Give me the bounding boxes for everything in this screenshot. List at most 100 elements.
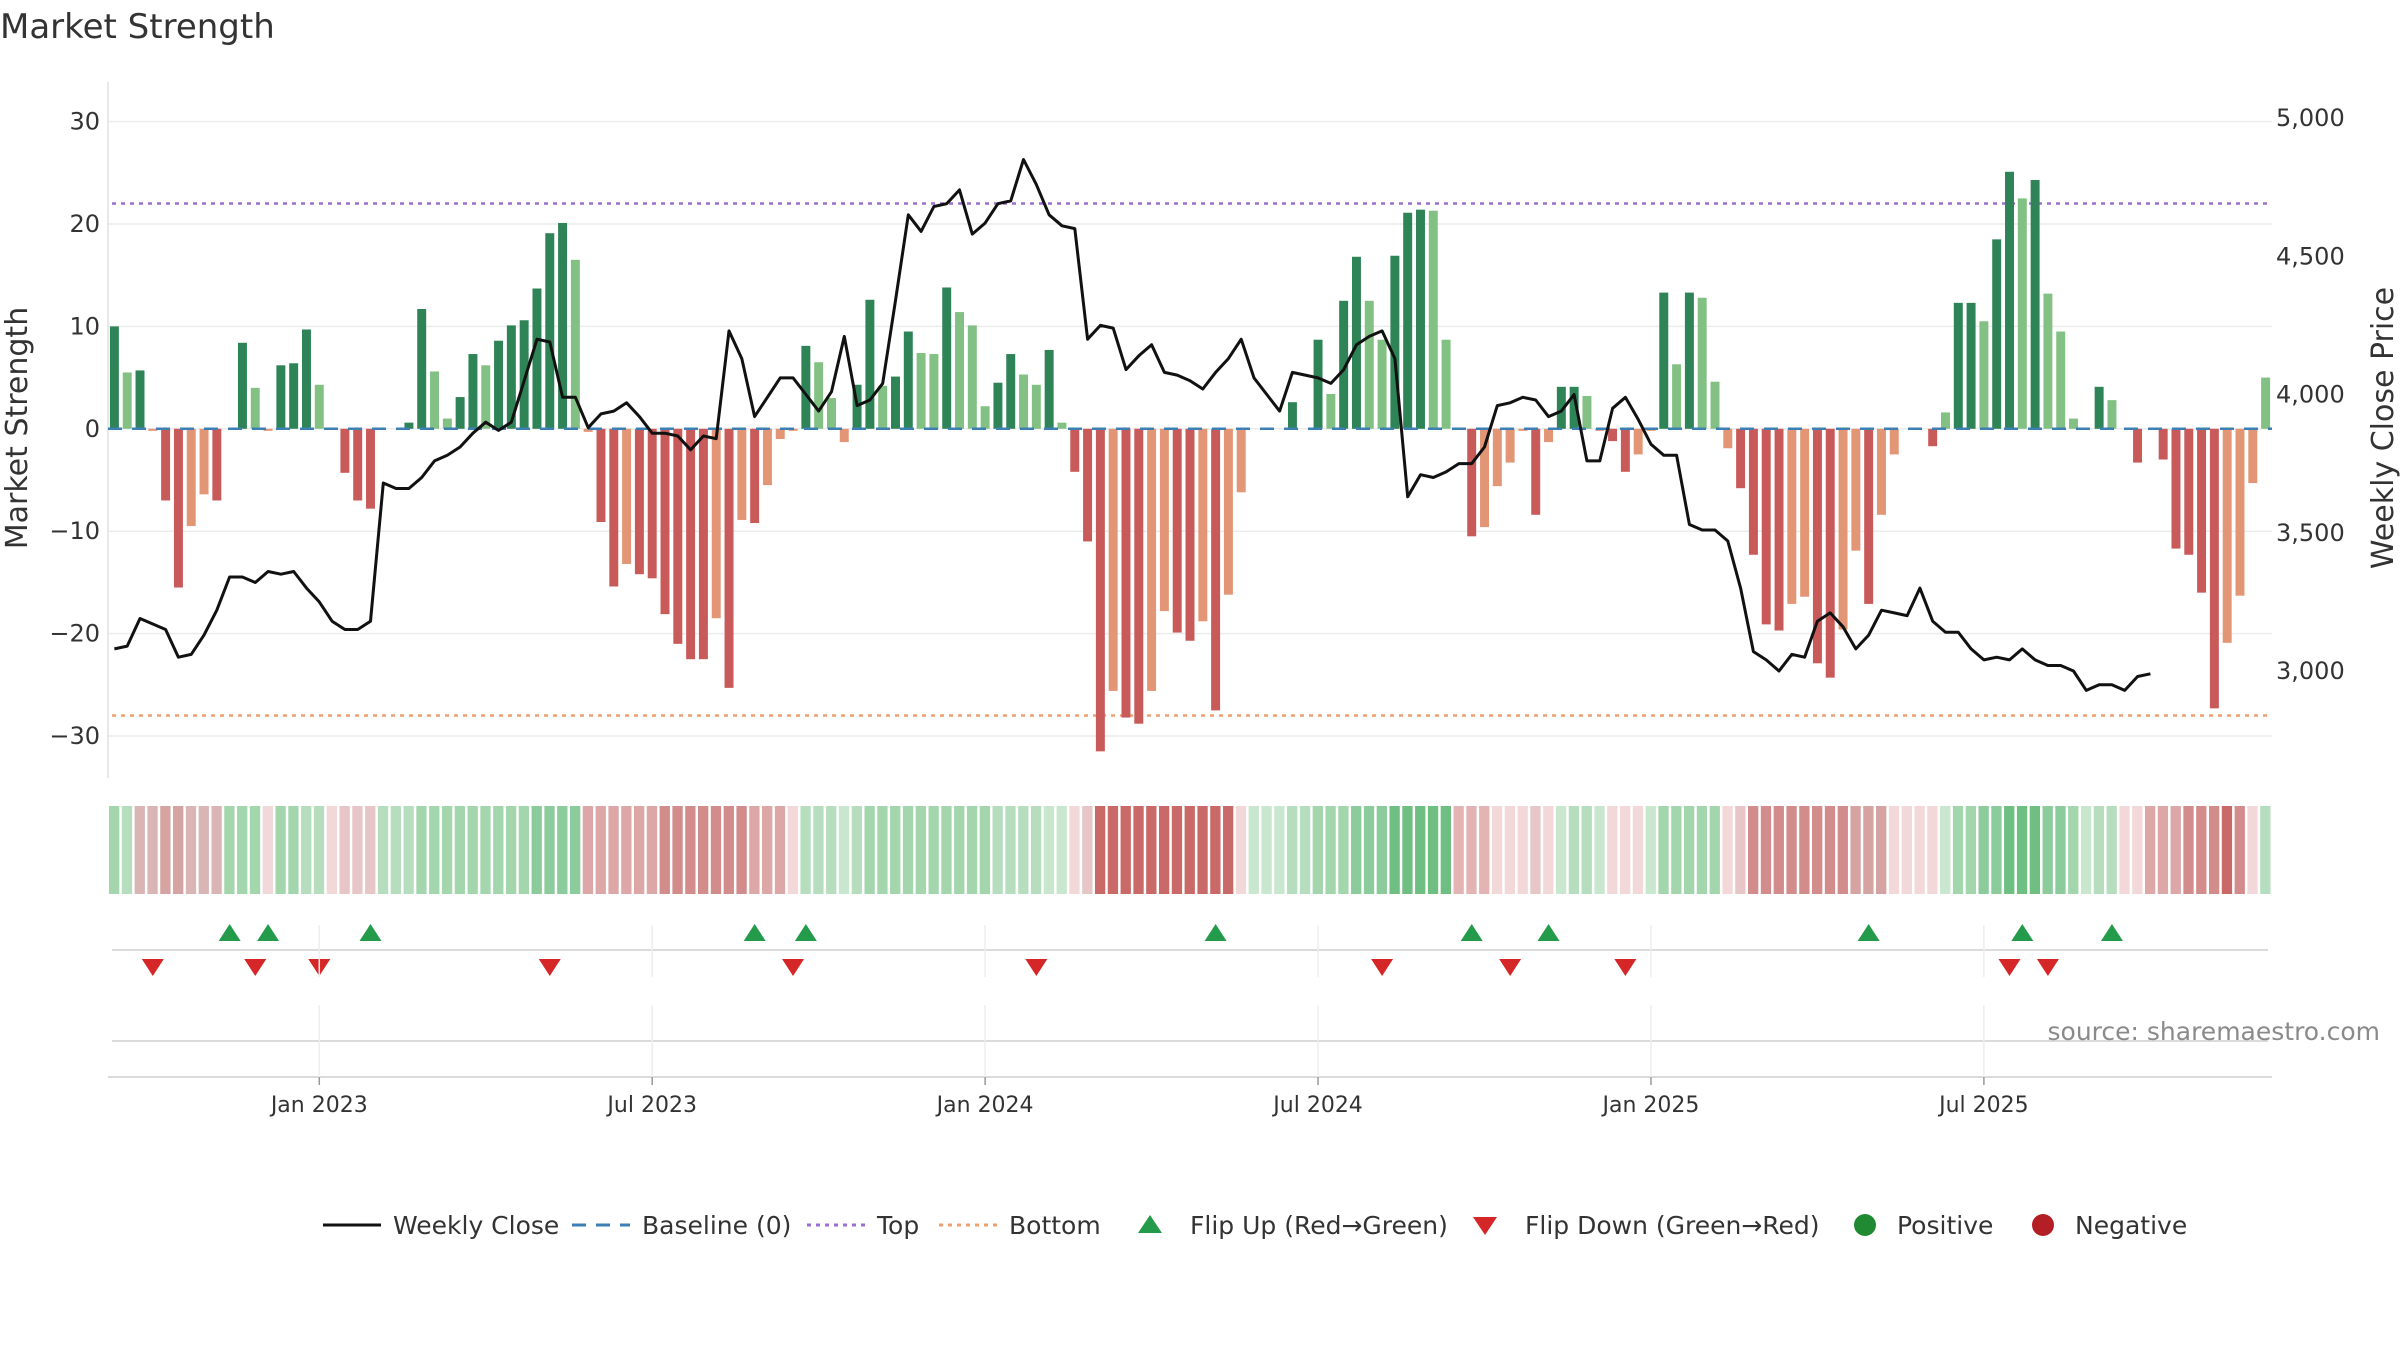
strength-bar (2235, 428, 2245, 596)
band-cell (1991, 806, 2002, 894)
weekly-close-line (114, 158, 2151, 692)
strength-bar (494, 340, 504, 429)
strength-bar (199, 428, 209, 495)
strength-bar (1198, 428, 1208, 622)
strength-bar (1441, 339, 1451, 429)
band-cell (1415, 806, 1426, 894)
band-cell (774, 806, 786, 894)
band-cell (762, 806, 773, 894)
strength-bar (1236, 428, 1246, 493)
band-cell (493, 806, 504, 894)
strength-bar (1723, 428, 1733, 449)
band-cell (1927, 806, 1938, 894)
strength-bar (1569, 386, 1579, 429)
band-cell (557, 806, 568, 894)
flip-up-marker (257, 924, 280, 941)
flip-down-marker (1371, 959, 1394, 976)
strength-bar (1095, 428, 1105, 752)
band-cell (1210, 806, 1221, 894)
bottom-panel (108, 1040, 2272, 1078)
strength-bar (2069, 418, 2079, 429)
strength-bar (212, 428, 222, 501)
strength-bar (2133, 428, 2143, 463)
legend-swatch (1473, 1217, 1497, 1235)
strength-bar (967, 325, 977, 429)
strength-bar (1377, 339, 1387, 429)
band-cell (787, 806, 798, 894)
x-tick-label: Jul 2023 (605, 1093, 697, 1118)
strength-bar (417, 308, 427, 429)
right-axis-title: Weekly Close Price (2366, 287, 2400, 569)
strength-bar (1864, 428, 1874, 604)
strength-bar (1428, 210, 1438, 429)
band-cell (2029, 806, 2041, 894)
x-tick-label: Jan 2025 (1601, 1093, 1700, 1118)
strength-bar (942, 287, 952, 429)
band-cell (813, 806, 824, 894)
strength-bar (583, 428, 593, 432)
band-cell (121, 806, 133, 894)
band-cell (1274, 806, 1285, 894)
strength-bar (2171, 428, 2181, 549)
flip-down-marker (1614, 959, 1637, 976)
strength-bar (161, 428, 171, 501)
band-cell (621, 806, 632, 894)
strength-bar (1403, 212, 1413, 429)
legend-label: Flip Up (Red→Green) (1190, 1211, 1448, 1240)
band-cell (2208, 806, 2220, 894)
legend-item: Flip Up (Red→Green) (1138, 1211, 1448, 1240)
strength-bar (1544, 428, 1554, 443)
strength-bar (353, 428, 363, 501)
legend-item: Top (807, 1211, 919, 1240)
flip-down-marker (1025, 959, 1048, 976)
band-cell (646, 806, 658, 894)
flip-up-marker (1204, 924, 1227, 941)
band-cell (1312, 806, 1323, 894)
band-cell (1978, 806, 1989, 894)
strength-bar (1710, 381, 1720, 429)
band-cell (237, 806, 248, 894)
strength-bar (686, 428, 696, 660)
band-cell (1466, 806, 1477, 894)
band-cell (390, 806, 402, 894)
strength-bar (2043, 293, 2053, 429)
band-cell (1876, 806, 1887, 894)
band-cell (109, 806, 120, 894)
strength-bar (814, 362, 824, 429)
strength-bar (558, 222, 568, 429)
strength-bar (1736, 428, 1746, 489)
strength-bar (1147, 428, 1157, 691)
strength-bar (404, 422, 414, 429)
band-cell (326, 806, 337, 894)
right-tick-label: 3,500 (2276, 519, 2345, 547)
band-cell (1645, 806, 1656, 894)
legend: Weekly Close Baseline (0) Top Bottom Flip Up… (323, 1211, 2187, 1240)
band-cell (2144, 806, 2156, 894)
strength-bar (826, 398, 836, 429)
legend-item: Bottom (939, 1211, 1101, 1240)
reference-lines (112, 202, 2272, 717)
strength-bar (186, 428, 196, 527)
band-cell (966, 806, 978, 894)
flip-down-marker (2036, 959, 2059, 976)
band-cell (1594, 806, 1605, 894)
weekly-close-polyline (114, 158, 2151, 692)
band-cell (838, 806, 850, 894)
strength-bar (455, 397, 465, 429)
strength-bar (468, 354, 478, 429)
band-cell (1786, 806, 1797, 894)
band-cell (1197, 806, 1208, 894)
strength-bar (1505, 428, 1515, 463)
flip-down-marker (1499, 959, 1522, 976)
band-cell (2119, 806, 2130, 894)
band-cell (1107, 806, 1119, 894)
band-cell (249, 806, 261, 894)
band-cell (1235, 806, 1247, 894)
strength-bar (1787, 428, 1797, 604)
band-cell (659, 806, 670, 894)
band-cell (915, 806, 927, 894)
strength-bar (2107, 400, 2117, 429)
strength-bar (2248, 428, 2258, 484)
band-cell (1184, 806, 1195, 894)
strength-bar (1185, 428, 1195, 641)
